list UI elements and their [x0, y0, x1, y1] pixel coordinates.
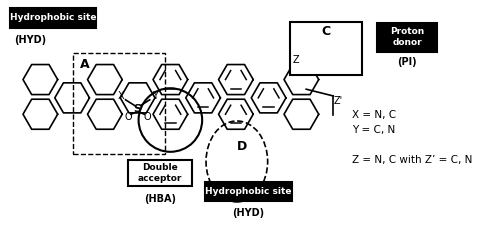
- Text: X = N, C
Y = C, N

Z = N, C with Z’ = C, N: X = N, C Y = C, N Z = N, C with Z’ = C, …: [352, 110, 473, 165]
- Text: Z': Z': [334, 96, 342, 106]
- Text: D: D: [236, 141, 247, 154]
- Text: A: A: [80, 58, 90, 71]
- Text: X: X: [118, 91, 124, 101]
- Text: Hydrophobic site: Hydrophobic site: [205, 187, 292, 196]
- Text: O: O: [144, 112, 151, 122]
- Text: Proton
donor: Proton donor: [390, 27, 424, 47]
- Text: (HBA): (HBA): [144, 194, 176, 204]
- Text: C: C: [322, 25, 330, 38]
- FancyBboxPatch shape: [290, 22, 362, 75]
- Text: Y: Y: [152, 91, 158, 101]
- Text: Hydrophobic site: Hydrophobic site: [10, 13, 96, 22]
- Text: (HYD): (HYD): [14, 35, 46, 45]
- Text: (PI): (PI): [398, 57, 417, 67]
- FancyBboxPatch shape: [378, 23, 437, 52]
- FancyBboxPatch shape: [205, 182, 292, 201]
- FancyBboxPatch shape: [128, 160, 192, 187]
- FancyBboxPatch shape: [10, 8, 96, 27]
- Text: S: S: [134, 104, 141, 114]
- Text: O: O: [124, 112, 132, 122]
- Text: (HYD): (HYD): [232, 208, 264, 218]
- Text: Double
acceptor: Double acceptor: [138, 163, 182, 183]
- Text: Z: Z: [292, 55, 299, 65]
